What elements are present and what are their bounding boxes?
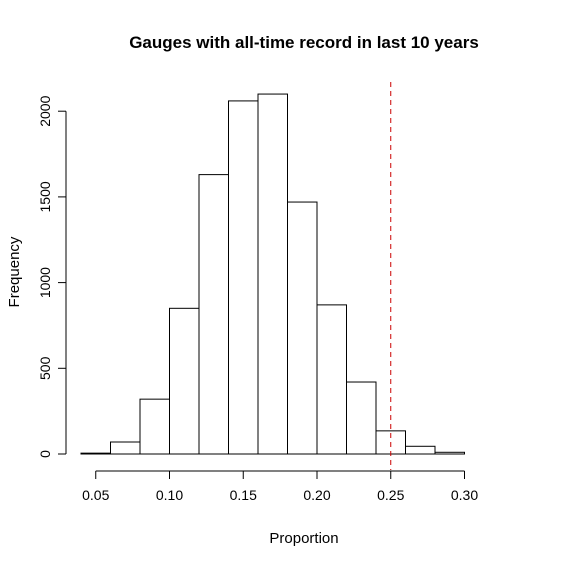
- y-tick-label: 2000: [37, 95, 53, 126]
- histogram-bar: [287, 201, 318, 455]
- x-tick-label: 0.20: [303, 487, 330, 503]
- y-axis: 0 500 1000 1500 2000: [37, 95, 67, 458]
- histogram-bar: [346, 381, 377, 455]
- histogram-bar: [257, 93, 288, 455]
- x-tick-label: 0.15: [230, 487, 257, 503]
- x-tick-label: 0.10: [156, 487, 183, 503]
- chart-title: Gauges with all-time record in last 10 y…: [129, 33, 479, 52]
- x-axis: 0.05 0.10 0.15 0.20 0.25 0.30: [82, 470, 478, 503]
- x-tick-label: 0.25: [377, 487, 404, 503]
- x-tick-label: 0.30: [451, 487, 478, 503]
- y-tick-label: 500: [37, 356, 53, 380]
- histogram-bar: [228, 100, 259, 455]
- x-tick-label: 0.05: [82, 487, 109, 503]
- histogram-bar: [405, 445, 436, 455]
- histogram-bar: [434, 451, 465, 455]
- y-tick-label: 0: [37, 450, 53, 458]
- bars-group: [80, 93, 465, 455]
- histogram-bar: [80, 452, 111, 455]
- histogram-bar: [198, 174, 229, 455]
- histogram-bar: [169, 307, 200, 455]
- y-axis-label: Frequency: [6, 236, 23, 307]
- y-tick-label: 1000: [37, 267, 53, 298]
- histogram-bar: [139, 398, 170, 455]
- histogram-bar: [316, 304, 347, 455]
- y-tick-label: 1500: [37, 181, 53, 212]
- x-axis-label: Proportion: [269, 530, 338, 547]
- histogram-bar: [110, 441, 141, 455]
